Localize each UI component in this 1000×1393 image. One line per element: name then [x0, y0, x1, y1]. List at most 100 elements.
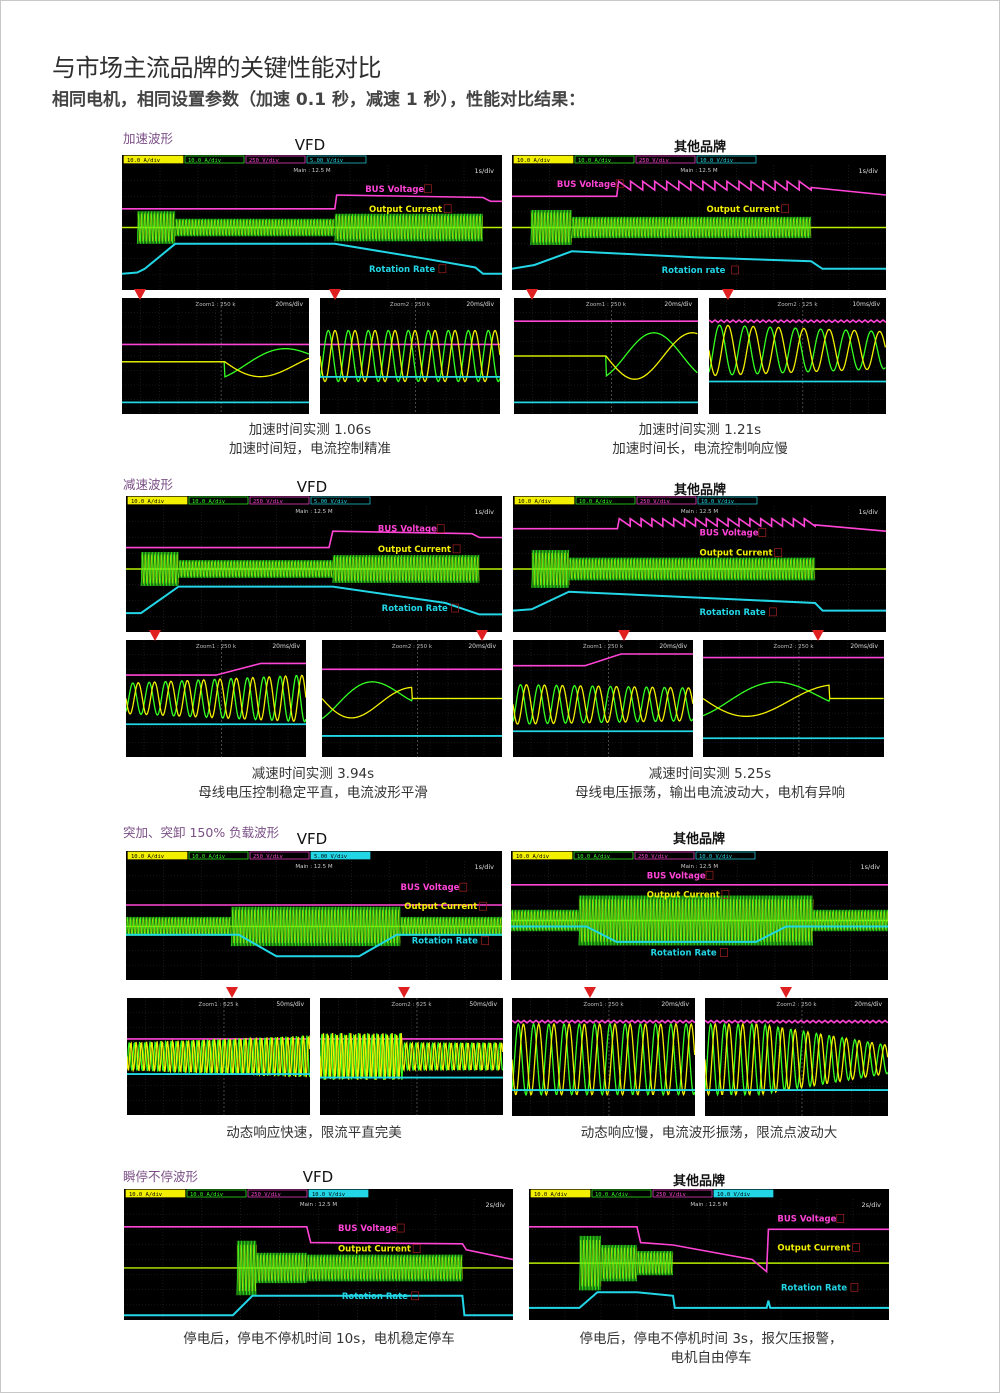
marker-box [438, 264, 447, 274]
oscilloscope-zoom-waveform: Zoom1 : 250 k 20ms/div [512, 998, 695, 1116]
timebase-label: 2s/div [486, 1201, 506, 1209]
result-caption: 动态响应快速，限流平直完美 [226, 1124, 402, 1143]
channel-scale-text: 10.0 A/div [516, 854, 550, 860]
marker-box [705, 870, 714, 880]
channel-scale-text: 250 V/div [253, 499, 283, 505]
channel-4-scale [697, 496, 758, 505]
current-phase-green [511, 909, 579, 932]
rotation-rate-trace [126, 933, 502, 958]
channel-scale-text: 250 V/div [638, 854, 668, 860]
red-arrow-down-icon [526, 289, 538, 300]
current-phase-yellow [320, 329, 500, 383]
current-phase-yellow [322, 686, 502, 719]
current-phase-yellow [601, 1247, 638, 1279]
current-phase-yellow [122, 357, 309, 378]
result-caption: 动态响应慢，电流波形振荡，限流点波动大 [581, 1124, 838, 1143]
bus-voltage-label: BUS Voltage [338, 1224, 397, 1234]
current-phase-yellow [320, 1032, 503, 1080]
channel-scale-text: 10.0 A/div [192, 499, 226, 505]
current-phase-yellow [569, 559, 815, 579]
zoom-sample-label: Zoom2 : 250 k [776, 1002, 817, 1008]
current-phase-green [140, 551, 179, 587]
current-phase-yellow [709, 324, 886, 377]
current-phase-green [126, 916, 231, 937]
current-phase-yellow [127, 1035, 310, 1078]
bus-voltage-trace [513, 517, 886, 532]
current-phase-yellow [256, 1255, 307, 1281]
channel-scale-text: 5.00 V/div [314, 854, 348, 860]
zoom-sample-label: Zoom1 : 625 k [198, 1002, 239, 1008]
output-current-label: Output Current [404, 902, 477, 912]
panel-title: 其他品牌 [673, 140, 727, 155]
channel-scale-text: 10.0 V/div [717, 1192, 751, 1198]
channel-2-scale [188, 496, 249, 505]
caption-line: 停电后，停电不停机时间 3s，报欠压报警， [579, 1331, 843, 1347]
channel-4-scale [308, 1189, 369, 1198]
marker-box [721, 889, 730, 899]
zoom-timebase-label: 20ms/div [272, 643, 300, 650]
current-phase-green [579, 1235, 601, 1291]
channel-scale-text: 10.0 A/div [127, 158, 161, 164]
timebase-label: 1s/div [475, 863, 495, 871]
channel-1-scale [125, 1189, 186, 1198]
rotation-rate-trace [126, 585, 502, 616]
caption-line: 加速时间短，电流控制精准 [229, 441, 391, 457]
zoom-timebase-label: 10ms/div [852, 301, 880, 308]
oscilloscope-zoom-waveform: Zoom2 : 250 k 20ms/div [705, 998, 888, 1116]
current-phase-green [530, 209, 571, 246]
marker-box [411, 1291, 420, 1301]
marker-box [459, 882, 468, 892]
zoom-sample-label: Zoom1 : 250 k [583, 644, 624, 650]
channel-1-scale [127, 496, 188, 505]
marker-box [852, 1243, 860, 1252]
current-phase-yellow [175, 220, 335, 235]
channel-scale-text: 10.0 A/div [578, 158, 612, 164]
rotation-rate-label: Rotation Rate [700, 608, 766, 618]
channel-2-scale [575, 496, 636, 505]
red-arrow-down-icon [722, 289, 734, 300]
current-phase-yellow [126, 918, 231, 935]
red-arrow-down-icon [226, 987, 238, 998]
channel-3-scale [245, 155, 306, 164]
channel-2-scale [591, 1189, 652, 1198]
channel-scale-text: 10.0 A/div [595, 1192, 629, 1198]
current-phase-green [513, 683, 693, 725]
rotation-rate-trace [512, 250, 886, 270]
current-phase-green [571, 216, 811, 239]
current-phase-yellow [532, 552, 570, 586]
rotation-rate-label: Rotation Rate [650, 949, 716, 959]
panel-title: 其他品牌 [672, 832, 726, 847]
current-phase-green [568, 557, 814, 581]
rotation-rate-trace [122, 242, 502, 275]
current-phase-green [178, 560, 333, 578]
rotation-rate-trace [513, 590, 886, 612]
bus-voltage-trace [124, 1225, 513, 1261]
marker-box [452, 544, 461, 554]
channel-scale-text: 250 V/div [251, 1192, 281, 1198]
bus-voltage-trace [512, 1019, 695, 1024]
oscilloscope-zoom-waveform: Zoom1 : 250 k 20ms/div [122, 298, 309, 414]
bus-voltage-trace [122, 194, 502, 210]
marker-box [436, 524, 445, 534]
page-subtitle: 相同电机，相同设置参数（加速 0.1 秒，减速 1 秒），性能对比结果： [52, 90, 586, 110]
marker-box [479, 901, 487, 911]
current-phase-yellow [307, 1256, 463, 1280]
output-current-label: Output Current [700, 549, 773, 559]
oscilloscope-main-waveform: 10.0 A/div 10.0 A/div 250 V/div 10.0 V/div M… [511, 851, 888, 980]
marker-box [424, 184, 432, 194]
current-phase-yellow [514, 332, 698, 380]
panel-title: VFD [294, 136, 326, 154]
channel-scale-text: 10.0 A/div [579, 499, 613, 505]
zoom-sample-label: Zoom1 : 250 k [195, 302, 236, 308]
channel-2-scale [184, 155, 245, 164]
channel-1-scale [127, 851, 188, 860]
oscilloscope-zoom-waveform: Zoom1 : 250 k 20ms/div [513, 640, 693, 757]
channel-scale-text: 250 V/div [640, 499, 670, 505]
zoom-timebase-label: 20ms/div [468, 643, 496, 650]
channel-scale-text: 10.0 A/div [192, 854, 226, 860]
bus-voltage-trace [126, 530, 502, 549]
bus-voltage-label: BUS Voltage [777, 1214, 836, 1224]
current-phase-green [531, 550, 569, 588]
channel-3-scale [249, 496, 310, 505]
bus-voltage-trace [126, 662, 306, 676]
